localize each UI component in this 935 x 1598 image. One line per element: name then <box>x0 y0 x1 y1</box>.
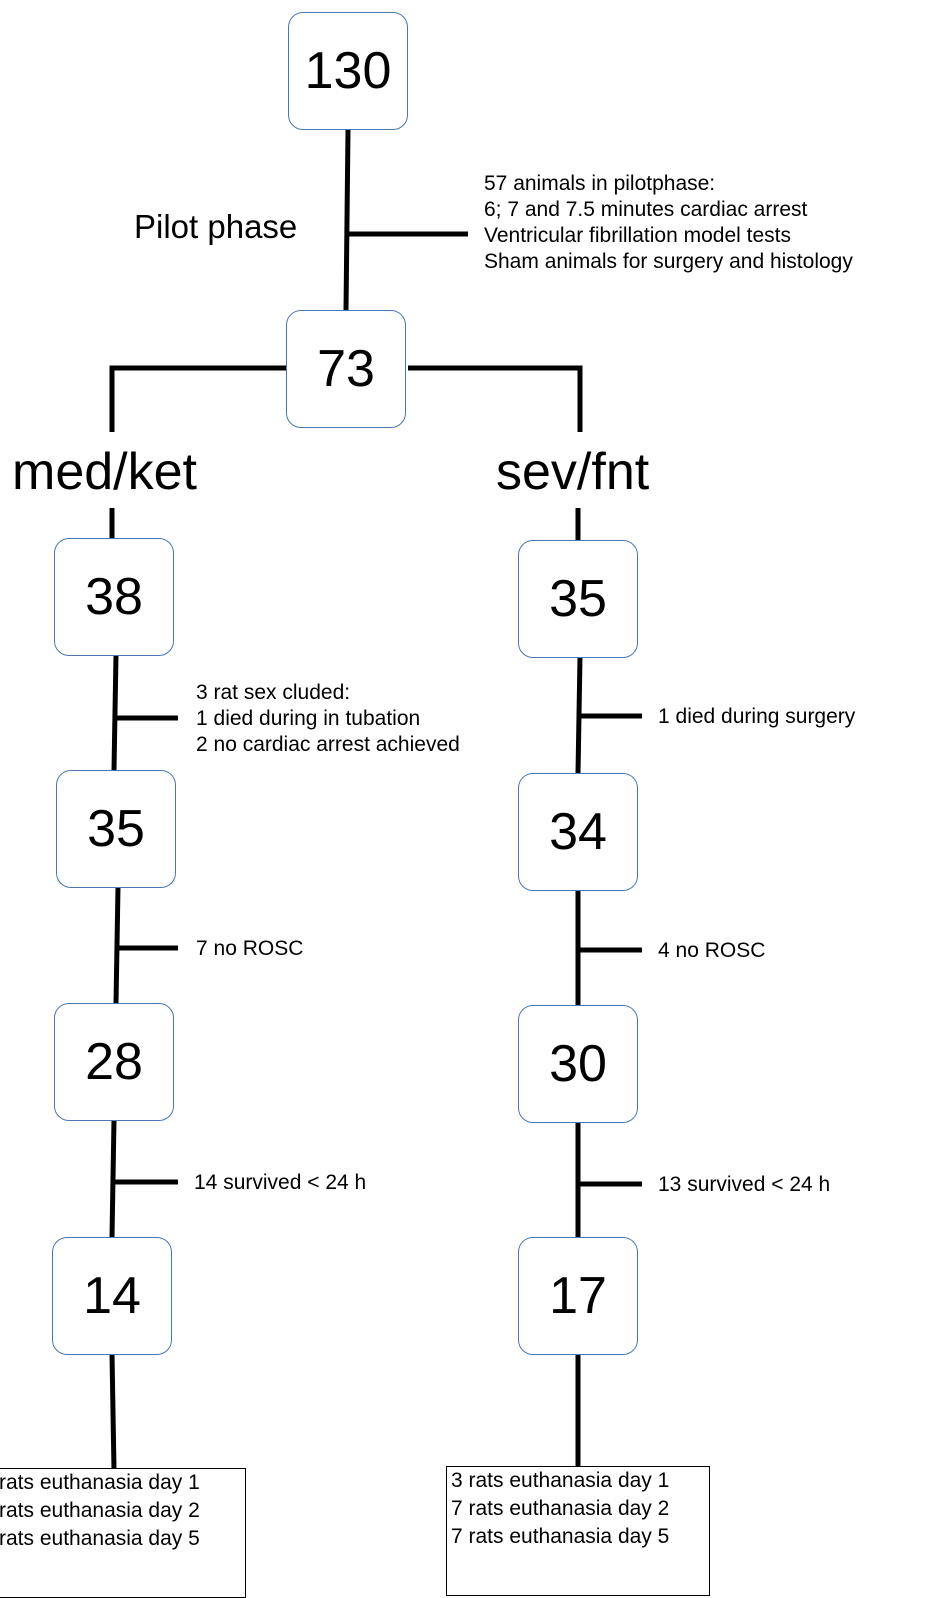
left-exclusion-note-1: 3 rat sex cluded: 1 died during in tubat… <box>196 680 460 758</box>
node-right-3: 30 <box>518 1005 638 1123</box>
connector-root-to-73 <box>343 129 351 311</box>
connector-35-to-28 <box>113 886 121 1004</box>
left-euthanasia-box: rats euthanasia day 1 rats euthanasia da… <box>0 1468 246 1598</box>
right-euthanasia-line: 7 rats euthanasia day 2 <box>451 1497 670 1520</box>
branch-label-right: sev/fnt <box>496 443 650 501</box>
pilot-note-line: Sham animals for surgery and histology <box>484 250 853 273</box>
left-euthanasia-line: rats euthanasia day 5 <box>0 1527 200 1550</box>
pilot-note-line: Ventricular fibrillation model tests <box>484 224 791 247</box>
node-left-3: 28 <box>54 1003 174 1121</box>
node-right-1: 35 <box>518 540 638 658</box>
node-left-2: 35 <box>56 770 176 888</box>
node-root: 130 <box>288 12 408 130</box>
right-exclusion-note-1: 1 died during surgery <box>658 705 856 728</box>
connector-14-to-euthanasia <box>109 1353 117 1471</box>
left-exclusion-line: 3 rat sex cluded: <box>196 681 351 704</box>
right-exclusion-note-2: 4 no ROSC <box>658 939 766 962</box>
connector-38-to-35 <box>111 654 119 771</box>
pilot-exclusion-note: 57 animals in pilotphase: 6; 7 and 7.5 m… <box>484 171 853 275</box>
left-exclusion-line: 2 no cardiac arrest achieved <box>196 733 460 756</box>
left-exclusion-line: 1 died during in tubation <box>196 707 421 730</box>
right-euthanasia-line: 3 rats euthanasia day 1 <box>451 1469 670 1492</box>
node-right-2: 34 <box>518 773 638 891</box>
connector-28-to-14 <box>109 1119 117 1238</box>
pilot-note-line: 57 animals in pilotphase: <box>484 172 716 195</box>
node-after-pilot: 73 <box>286 310 406 428</box>
right-exclusion-note-3: 13 survived < 24 h <box>658 1173 831 1196</box>
node-right-4: 17 <box>518 1237 638 1355</box>
left-exclusion-note-3: 14 survived < 24 h <box>194 1171 367 1194</box>
left-euthanasia-line: rats euthanasia day 2 <box>0 1499 200 1522</box>
left-exclusion-note-2: 7 no ROSC <box>196 937 304 960</box>
node-left-4: 14 <box>52 1237 172 1355</box>
pilot-phase-label: Pilot phase <box>134 208 298 245</box>
pilot-note-line: 6; 7 and 7.5 minutes cardiac arrest <box>484 198 808 221</box>
left-euthanasia-line: rats euthanasia day 1 <box>0 1471 200 1494</box>
right-euthanasia-box: 3 rats euthanasia day 1 7 rats euthanasi… <box>446 1466 710 1596</box>
node-left-1: 38 <box>54 538 174 656</box>
connector-35-to-34 <box>575 656 583 774</box>
branch-label-left: med/ket <box>12 443 197 501</box>
connector-73-left-branch <box>109 365 286 432</box>
right-euthanasia-line: 7 rats euthanasia day 5 <box>451 1525 670 1548</box>
connector-73-right-branch <box>408 365 583 432</box>
